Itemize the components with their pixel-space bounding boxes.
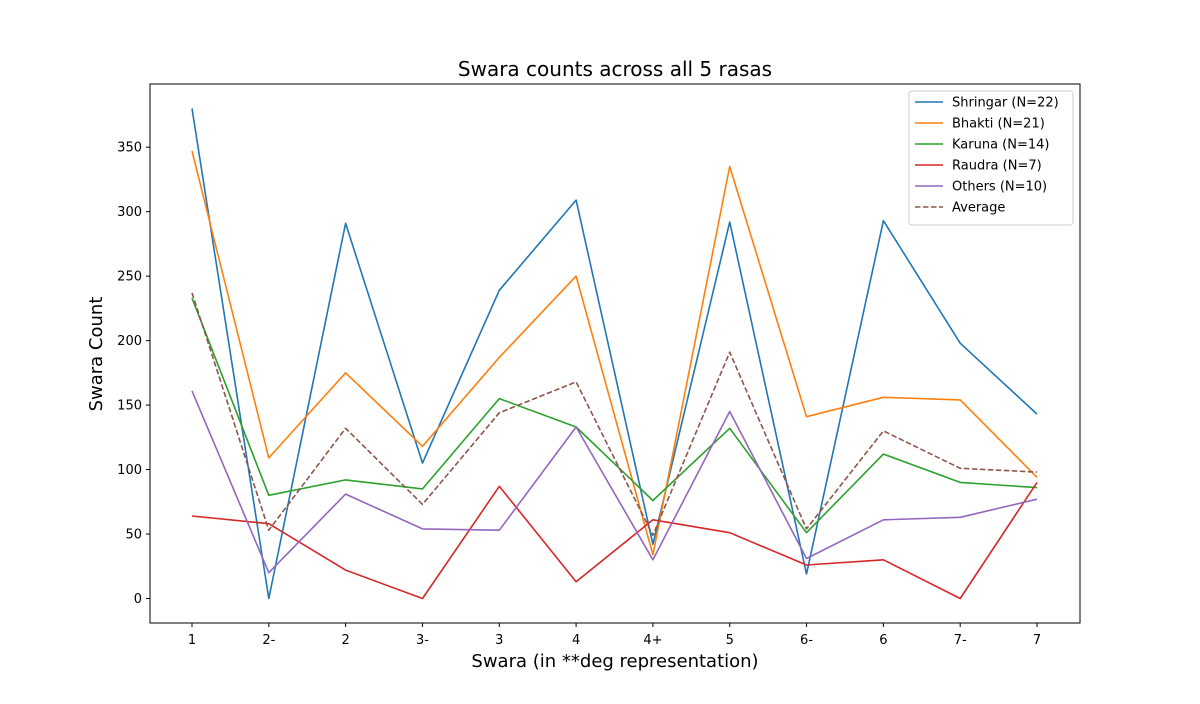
legend-label-0: Shringar (N=22) [952, 96, 1059, 111]
legend-box [908, 90, 1074, 226]
series-line-1 [191, 150, 1038, 556]
x-tick-label: 5 [726, 633, 734, 648]
y-tick-label: 350 [117, 141, 142, 156]
y-tick-label: 0 [134, 592, 142, 607]
x-tick-label: 3 [495, 633, 503, 648]
legend-label-3: Raudra (N=7) [952, 159, 1042, 174]
y-tick-label: 150 [117, 399, 142, 414]
legend-label-1: Bhakti (N=21) [952, 117, 1045, 132]
x-tick-label: 6- [800, 633, 813, 648]
x-tick-label: 7 [1033, 633, 1041, 648]
x-tick-label: 4+ [643, 633, 662, 648]
legend-label-5: Average [952, 201, 1005, 216]
legend-label-2: Karuna (N=14) [952, 138, 1050, 153]
x-tick-label: 4 [572, 633, 580, 648]
x-tick-label: 3- [416, 633, 429, 648]
y-tick-label: 250 [117, 270, 142, 285]
legend-label-4: Others (N=10) [952, 180, 1047, 195]
x-tick-label: 2- [262, 633, 275, 648]
x-tick-label: 7- [954, 633, 967, 648]
series-line-3 [191, 481, 1038, 600]
x-tick-label: 2 [341, 633, 349, 648]
x-tick-label: 1 [188, 633, 196, 648]
series-line-5 [191, 292, 1038, 537]
x-axis-label: Swara (in **deg representation) [471, 651, 758, 672]
series-line-2 [191, 297, 1038, 534]
legend: Shringar (N=22) Bhakti (N=21) Karuna (N=14… [908, 90, 1074, 226]
series-line-4 [191, 390, 1038, 574]
x-tick-label: 6 [879, 633, 887, 648]
chart-title: Swara counts across all 5 rasas [458, 57, 772, 81]
series-line-0 [191, 108, 1038, 600]
y-tick-label: 300 [117, 205, 142, 220]
y-tick-label: 50 [125, 528, 142, 543]
y-tick-label: 200 [117, 334, 142, 349]
y-tick-label: 100 [117, 463, 142, 478]
plot-area: 1 2- 2 3- 3 4 4+ 5 6- 6 7- 7 0 50 100 150 200 250 300 350 [117, 83, 1081, 648]
y-axis-label: Swara Count [86, 297, 107, 412]
plot-frame [149, 83, 1081, 624]
